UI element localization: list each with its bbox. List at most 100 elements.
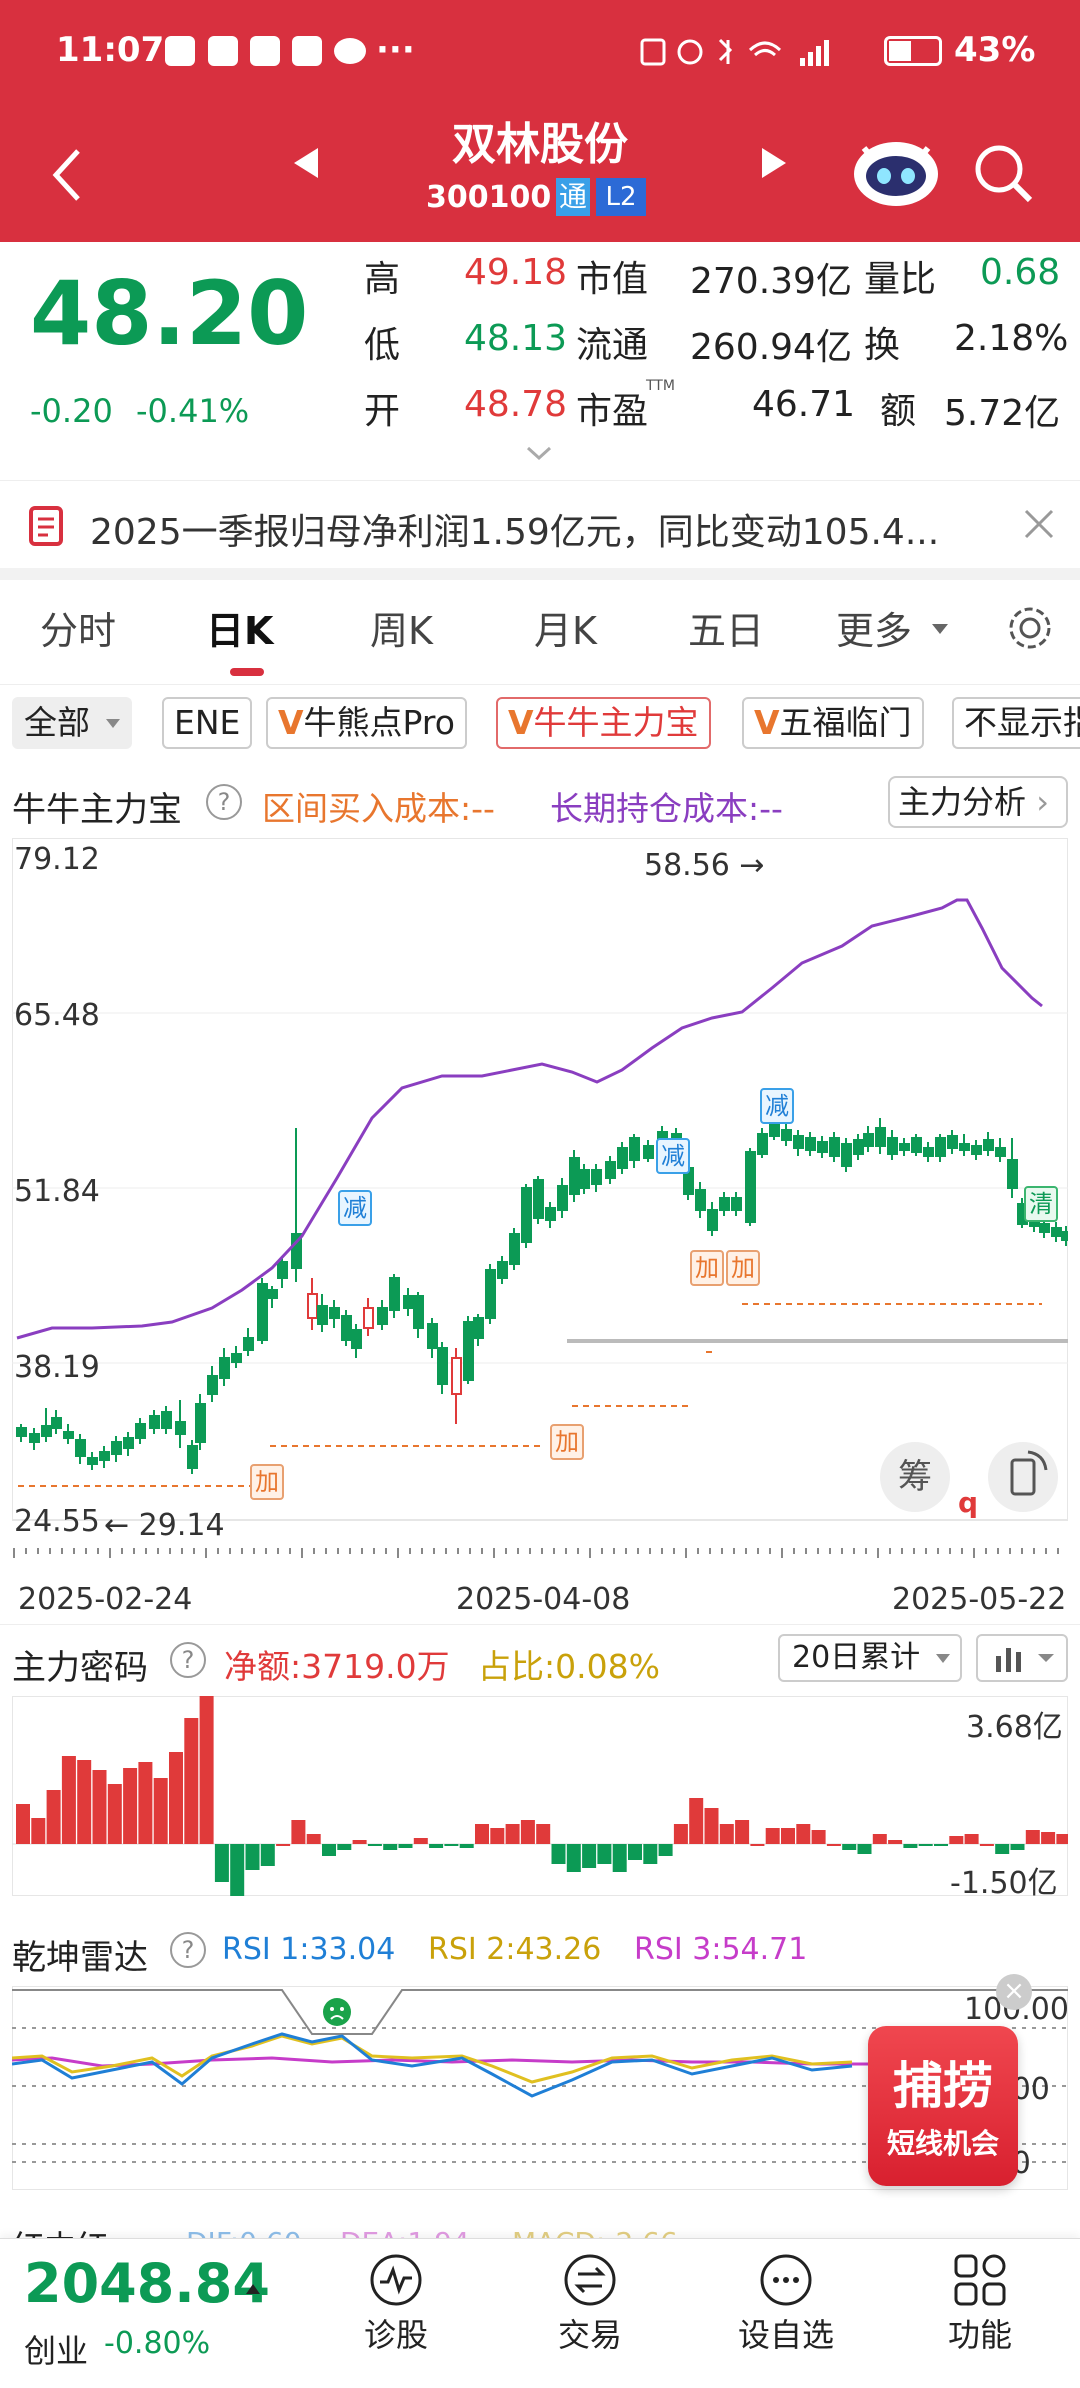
promo-badge[interactable]: 捕捞 短线机会 bbox=[868, 2026, 1018, 2186]
functions-icon[interactable] bbox=[952, 2252, 1008, 2308]
candle-body bbox=[1039, 1223, 1050, 1233]
flow-bar bbox=[612, 1844, 627, 1872]
chip-distribution-button[interactable]: 筹 bbox=[880, 1442, 950, 1512]
stock-code: 300100 bbox=[426, 180, 552, 215]
low-value: 48.13 bbox=[464, 318, 568, 359]
candle-body bbox=[923, 1147, 934, 1157]
add-marker: 加 bbox=[250, 1464, 284, 1500]
nav-watchlist[interactable]: 设自选 bbox=[737, 2316, 834, 2354]
chip-ene[interactable]: ENE bbox=[162, 697, 253, 749]
trade-icon[interactable] bbox=[562, 2252, 618, 2308]
robot-assistant-icon[interactable] bbox=[850, 134, 942, 210]
news-banner[interactable]: 2025一季报归母净利润1.59亿元，同比变动105.4... bbox=[0, 480, 1080, 568]
net-ratio: 占比:0.08% bbox=[478, 1647, 660, 1686]
market-cap-value: 270.39亿 bbox=[690, 261, 852, 302]
candle-body bbox=[1061, 1231, 1068, 1241]
candle-body bbox=[959, 1143, 970, 1151]
candle-body bbox=[983, 1139, 994, 1151]
candle-body bbox=[863, 1133, 874, 1147]
add-watchlist-icon[interactable] bbox=[758, 2252, 814, 2308]
q-marker-icon: q bbox=[958, 1486, 979, 1519]
long-cost: 长期持仓成本:-- bbox=[550, 789, 783, 828]
price-change: -0.20 bbox=[30, 392, 113, 430]
rotate-screen-icon[interactable] bbox=[988, 1442, 1058, 1512]
candle-body bbox=[497, 1261, 508, 1279]
chip-hide[interactable]: 不显示指 bbox=[952, 697, 1080, 749]
flow-bar bbox=[704, 1808, 719, 1844]
tab-intraday[interactable]: 分时 bbox=[40, 609, 117, 653]
battery-level: 43% bbox=[954, 30, 1036, 70]
candle-body bbox=[781, 1129, 792, 1141]
kline-chart[interactable] bbox=[12, 838, 1068, 1558]
chip-wufu[interactable]: V五福临门 bbox=[742, 697, 924, 749]
tab-five-day[interactable]: 五日 bbox=[688, 609, 765, 653]
tab-weekly-k[interactable]: 周K bbox=[370, 609, 433, 653]
flow-bar bbox=[689, 1798, 704, 1844]
index-value[interactable]: 2048.84 bbox=[24, 2252, 270, 2315]
flow-bar bbox=[459, 1844, 474, 1848]
next-stock-icon[interactable] bbox=[762, 148, 786, 178]
y-label-min: 24.55 bbox=[14, 1504, 100, 1539]
main-analysis-button[interactable]: 主力分析 › bbox=[888, 776, 1068, 828]
back-icon[interactable] bbox=[48, 145, 88, 205]
close-icon[interactable] bbox=[1022, 507, 1056, 541]
flow-bar bbox=[520, 1820, 535, 1844]
flow-bar bbox=[413, 1838, 428, 1844]
volume-ratio-label: 量比 bbox=[864, 259, 937, 300]
flow-bar bbox=[291, 1820, 306, 1844]
current-price: 48.20 bbox=[30, 262, 309, 365]
chip-niuniu[interactable]: V牛牛主力宝 bbox=[496, 697, 711, 749]
tab-daily-k[interactable]: 日K bbox=[206, 609, 274, 653]
settings-gear-icon[interactable] bbox=[1006, 604, 1054, 652]
nav-trade[interactable]: 交易 bbox=[557, 2316, 622, 2354]
diagnose-icon[interactable] bbox=[368, 2252, 424, 2308]
flow-bar bbox=[306, 1834, 321, 1844]
expand-chevron-icon[interactable] bbox=[524, 444, 554, 464]
interval-cost: 区间买入成本:-- bbox=[262, 789, 495, 828]
candle-body bbox=[769, 1123, 780, 1137]
float-cap-label: 流通 bbox=[576, 325, 649, 366]
candle-body bbox=[16, 1427, 27, 1437]
candle-body bbox=[463, 1321, 474, 1381]
candle-body bbox=[643, 1145, 654, 1159]
help-icon[interactable]: ? bbox=[170, 1642, 206, 1678]
chart-type-button[interactable] bbox=[976, 1634, 1068, 1682]
prev-stock-icon[interactable] bbox=[294, 148, 318, 178]
flow-bar bbox=[826, 1844, 841, 1846]
promo-close-icon[interactable]: × bbox=[996, 1974, 1032, 2010]
candle-body bbox=[427, 1323, 438, 1349]
tab-monthly-k[interactable]: 月K bbox=[534, 609, 597, 653]
candle-body bbox=[267, 1289, 278, 1299]
flow-bar bbox=[475, 1824, 489, 1844]
flow-bar bbox=[169, 1752, 183, 1844]
float-cap-value: 260.94亿 bbox=[690, 327, 852, 368]
flow-bar bbox=[735, 1820, 750, 1844]
signal-icons bbox=[640, 36, 840, 68]
candle-body bbox=[841, 1143, 852, 1167]
help-icon[interactable]: ? bbox=[170, 1932, 206, 1968]
chip-all[interactable]: 全部 bbox=[12, 697, 132, 749]
app-notification-icon bbox=[208, 36, 238, 66]
date-end: 2025-05-22 bbox=[892, 1582, 1067, 1617]
tab-more[interactable]: 更多 bbox=[836, 609, 913, 653]
date-start: 2025-02-24 bbox=[18, 1582, 193, 1617]
search-icon[interactable] bbox=[972, 142, 1036, 206]
add-marker: 加 bbox=[550, 1424, 584, 1460]
chip-bull-bear[interactable]: V牛熊点Pro bbox=[266, 697, 467, 749]
high-label: 高 bbox=[364, 259, 401, 300]
candle-body bbox=[75, 1439, 86, 1457]
candle-body bbox=[63, 1431, 74, 1439]
candle-body bbox=[629, 1137, 640, 1161]
candle-body bbox=[473, 1317, 484, 1339]
nav-diagnose[interactable]: 诊股 bbox=[363, 2316, 428, 2354]
candle-body bbox=[413, 1295, 424, 1329]
low-label: 低 bbox=[364, 325, 401, 366]
tab-indicator bbox=[230, 668, 264, 676]
candle-body bbox=[509, 1233, 520, 1265]
flow-bar bbox=[352, 1840, 367, 1844]
flow-bar bbox=[1010, 1844, 1025, 1850]
help-icon[interactable]: ? bbox=[206, 784, 242, 820]
nav-functions[interactable]: 功能 bbox=[947, 2316, 1012, 2354]
radar-title: 乾坤雷达 bbox=[12, 1938, 148, 1978]
period-select[interactable]: 20日累计 bbox=[778, 1634, 962, 1682]
